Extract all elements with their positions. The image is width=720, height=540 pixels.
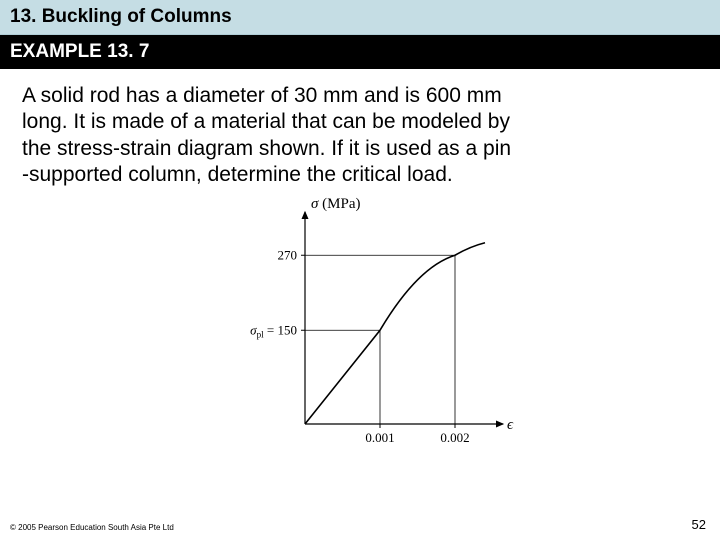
svg-text:0.001: 0.001 [365,430,394,445]
page-number: 52 [692,517,706,532]
problem-statement: A solid rod has a diameter of 30 mm and … [0,69,720,188]
svg-text:270: 270 [278,247,298,262]
svg-text:0.002: 0.002 [440,430,469,445]
problem-line-3: the stress-strain diagram shown. If it i… [22,137,511,160]
svg-text:σpl = 150: σpl = 150 [250,322,297,339]
problem-line-2: long. It is made of a material that can … [22,110,510,133]
example-bar: EXAMPLE 13. 7 [0,35,720,69]
example-title: EXAMPLE 13. 7 [10,41,710,63]
stress-strain-diagram: σ (MPa) ϵ 270 σpl = 150 0.001 0.002 [195,194,525,464]
problem-line-1: A solid rod has a diameter of 30 mm and … [22,84,502,107]
copyright-text: © 2005 Pearson Education South Asia Pte … [10,523,174,532]
problem-line-4: -supported column, determine the critica… [22,163,453,186]
figure-container: σ (MPa) ϵ 270 σpl = 150 0.001 0.002 [0,194,720,464]
chapter-title: 13. Buckling of Columns [10,6,710,28]
svg-text:σ (MPa): σ (MPa) [311,196,360,212]
chapter-bar: 13. Buckling of Columns [0,0,720,35]
svg-text:ϵ: ϵ [507,417,514,433]
